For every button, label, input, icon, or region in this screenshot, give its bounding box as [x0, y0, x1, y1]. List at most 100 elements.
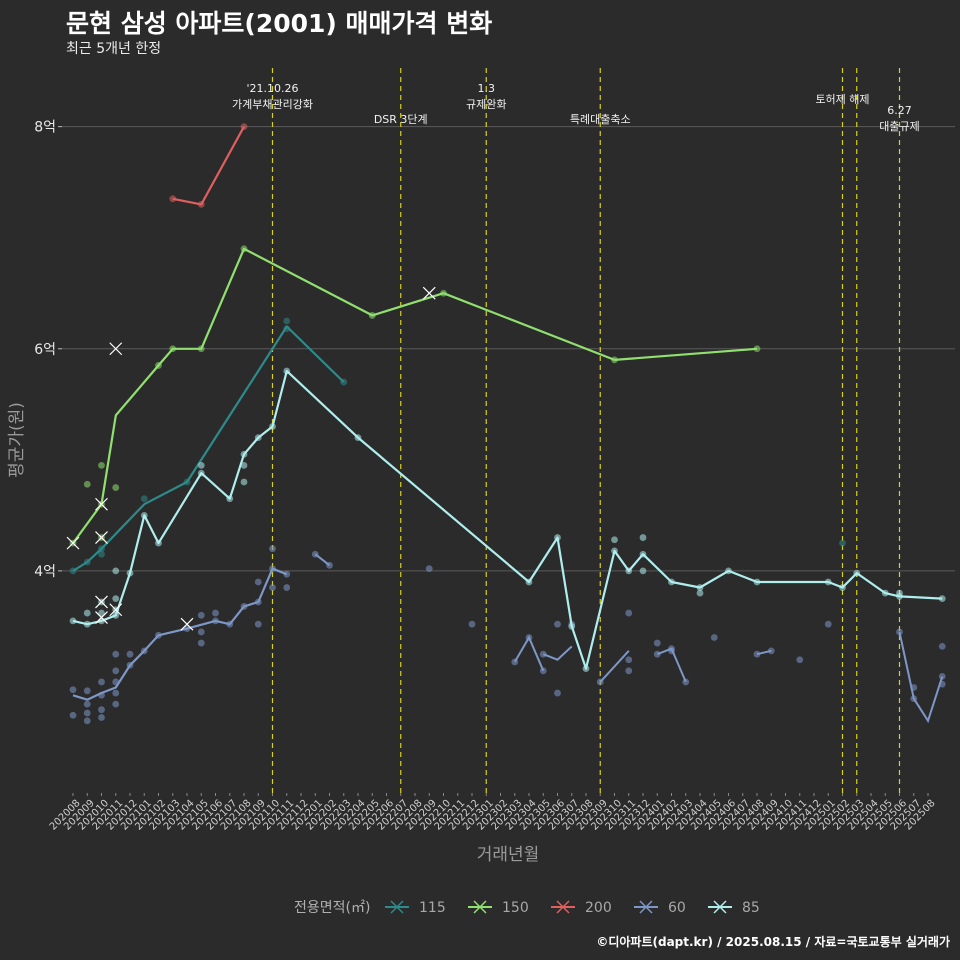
series-115	[69, 317, 846, 575]
legend-swatch-cross	[713, 900, 727, 914]
data-point-60	[83, 700, 91, 708]
legend-entry-200: 200	[551, 900, 612, 916]
data-point-115	[98, 550, 105, 558]
data-point-60	[625, 609, 633, 617]
y-tick-label: 8억	[34, 120, 56, 136]
cross-marker-150	[422, 286, 436, 300]
data-point-115	[140, 495, 148, 503]
event-annotation: DSR 3단계	[374, 113, 428, 126]
data-point-60	[112, 667, 120, 675]
series-line-200	[172, 126, 245, 206]
event-annotation: 대출규제	[879, 120, 919, 133]
chart-subtitle: 최근 5개년 한정	[66, 41, 162, 57]
data-point-85	[112, 567, 120, 575]
cross-marker-150	[66, 536, 80, 550]
gridlines	[62, 126, 955, 572]
data-point-60	[254, 620, 262, 628]
legend-entry-150: 150	[468, 900, 529, 916]
series-segment-60	[542, 645, 573, 661]
data-point-60	[197, 611, 205, 619]
series-segment-60	[314, 553, 331, 567]
legend-swatch-cross	[639, 900, 653, 914]
data-point-60	[98, 714, 105, 721]
data-point-150	[112, 484, 120, 491]
chart-title: 문현 삼성 아파트(2001) 매매가격 변화	[66, 9, 493, 38]
data-point-115	[839, 539, 846, 547]
series-line-115	[72, 325, 345, 572]
legend-title: 전용면적(㎡)	[294, 900, 370, 916]
series-85	[69, 367, 946, 673]
data-point-85	[69, 617, 77, 625]
series-150	[66, 245, 761, 550]
data-point-150	[753, 345, 761, 353]
data-point-60	[653, 639, 661, 647]
data-point-60	[554, 689, 561, 697]
y-tick-label: 6억	[34, 342, 56, 358]
data-point-60	[197, 628, 205, 636]
plot-area	[66, 123, 946, 725]
data-point-150	[83, 480, 91, 488]
event-annotation: 가계부채관리강화	[232, 98, 313, 111]
event-annotation: 토허제 해제	[815, 92, 869, 106]
data-point-60	[269, 545, 276, 553]
legend-entry-85: 85	[708, 900, 760, 916]
y-axis-title: 평균가(원)	[7, 402, 27, 478]
legend-label: 85	[742, 900, 760, 916]
data-point-60	[425, 565, 433, 573]
event-annotation: 규제완화	[466, 98, 506, 111]
data-point-85	[639, 567, 647, 575]
x-axis: 2020082020092020102020112020122021012021…	[48, 793, 938, 833]
data-point-60	[83, 717, 91, 725]
series-segment-60	[898, 631, 944, 724]
data-point-60	[98, 706, 105, 714]
cross-marker-85	[95, 595, 108, 609]
event-annotation: 특례대출축소	[570, 113, 631, 126]
series-segment-60	[756, 649, 772, 656]
data-point-85	[240, 478, 248, 486]
data-point-60	[796, 656, 804, 664]
data-point-85	[240, 461, 248, 469]
cross-marker-150	[95, 531, 108, 544]
data-point-60	[83, 709, 91, 717]
data-point-60	[653, 650, 661, 658]
data-point-60	[112, 650, 120, 658]
data-point-60	[824, 620, 832, 628]
data-point-60	[69, 711, 77, 719]
series-60	[69, 545, 946, 725]
series-segment-60	[656, 647, 687, 683]
legend-label: 60	[668, 900, 686, 916]
data-point-150	[98, 461, 105, 469]
legend-swatch-cross	[556, 900, 570, 914]
data-point-60	[283, 584, 291, 591]
data-point-60	[710, 634, 718, 641]
data-point-60	[625, 667, 633, 675]
source-caption: ©디아파트(dapt.kr) / 2025.08.15 / 자료=국토교통부 실…	[596, 935, 950, 949]
legend-entry-115: 115	[385, 900, 446, 916]
cross-marker-150	[109, 342, 123, 356]
legend-swatch-cross	[473, 900, 487, 914]
series-line-150	[72, 247, 758, 544]
legend-entry-60: 60	[634, 900, 686, 916]
data-point-60	[98, 678, 105, 686]
data-point-60	[197, 639, 205, 647]
data-point-85	[696, 589, 704, 597]
event-annotation: '21.10.26	[246, 82, 298, 95]
cross-marker-60	[180, 617, 194, 631]
series-line-60	[72, 567, 288, 701]
series-segment-60	[599, 650, 630, 683]
data-point-60	[126, 650, 134, 658]
data-point-60	[69, 686, 77, 694]
data-point-60	[468, 620, 476, 628]
legend-label: 200	[585, 900, 612, 916]
series-200	[169, 123, 248, 208]
cross-marker-150	[95, 497, 108, 511]
data-point-85	[98, 609, 105, 617]
event-annotation: 1.3	[478, 82, 496, 95]
data-point-85	[896, 589, 903, 597]
cross-marker-85	[95, 611, 108, 624]
legend-label: 115	[419, 900, 446, 916]
cross-marker-85	[109, 603, 123, 617]
